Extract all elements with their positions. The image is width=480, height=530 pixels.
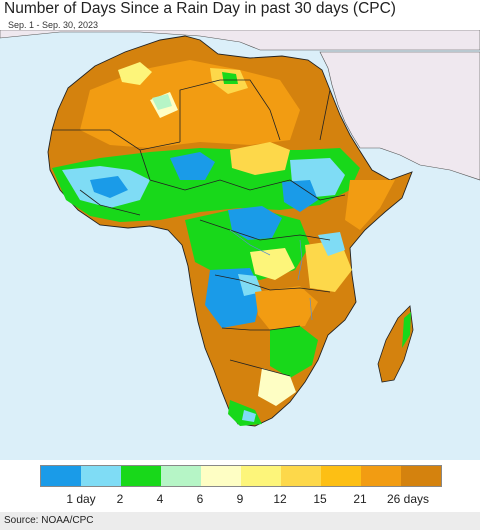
legend-swatch-1 bbox=[81, 466, 121, 486]
map-area bbox=[0, 29, 480, 460]
date-range: Sep. 1 - Sep. 30, 2023 bbox=[8, 20, 99, 30]
legend-label-2: 4 bbox=[156, 492, 164, 506]
europe-landmass bbox=[0, 29, 480, 51]
madagascar-green bbox=[402, 312, 411, 348]
sudan-yellow bbox=[230, 142, 290, 175]
legend-swatch-5 bbox=[241, 466, 281, 486]
source-credit: Source: NOAA/CPC bbox=[0, 512, 480, 530]
legend-swatch-4 bbox=[201, 466, 241, 486]
legend-swatch-2 bbox=[121, 466, 161, 486]
legend-swatch-3 bbox=[161, 466, 201, 486]
legend-swatch-0 bbox=[41, 466, 81, 486]
southern-green bbox=[270, 326, 318, 378]
egypt-green-patch bbox=[222, 72, 238, 84]
legend-label-0: 1 day bbox=[66, 492, 96, 506]
angola-cyan bbox=[238, 274, 262, 296]
legend-swatch-9 bbox=[401, 466, 441, 486]
legend-labels: 1 day 2 4 6 9 12 15 21 26 days bbox=[40, 492, 440, 506]
legend-swatch-8 bbox=[361, 466, 401, 486]
legend-label-6: 15 bbox=[313, 492, 327, 506]
sahara-yellow-patch bbox=[118, 62, 152, 85]
legend-color-bar bbox=[40, 465, 442, 487]
legend-label-8: 26 days bbox=[386, 492, 430, 506]
southern-cream bbox=[258, 368, 296, 406]
chad-blue bbox=[170, 152, 215, 180]
rivers bbox=[229, 229, 313, 321]
legend-swatch-6 bbox=[281, 466, 321, 486]
east-africa-yellow bbox=[305, 240, 352, 292]
legend-label-1: 2 bbox=[116, 492, 124, 506]
zambia-orange bbox=[255, 286, 318, 330]
country-borders bbox=[52, 79, 346, 377]
sahara-green-patch bbox=[152, 94, 172, 110]
west-africa-deep-blue bbox=[90, 176, 128, 198]
south-sudan-deep-blue bbox=[282, 180, 318, 212]
congo-deep-blue bbox=[228, 206, 282, 240]
legend-swatch-7 bbox=[321, 466, 361, 486]
legend-label-3: 6 bbox=[196, 492, 204, 506]
horn-orange bbox=[345, 180, 395, 230]
legend-label-7: 21 bbox=[353, 492, 367, 506]
africa-map bbox=[0, 29, 480, 460]
south-coast-cyan bbox=[242, 410, 256, 422]
legend-label-4: 9 bbox=[236, 492, 244, 506]
map-title: Number of Days Since a Rain Day in past … bbox=[4, 0, 396, 17]
legend-label-5: 12 bbox=[273, 492, 287, 506]
congo-yellow bbox=[250, 248, 295, 280]
east-africa-cyan bbox=[318, 232, 345, 256]
middle-east-landmass bbox=[319, 51, 480, 181]
